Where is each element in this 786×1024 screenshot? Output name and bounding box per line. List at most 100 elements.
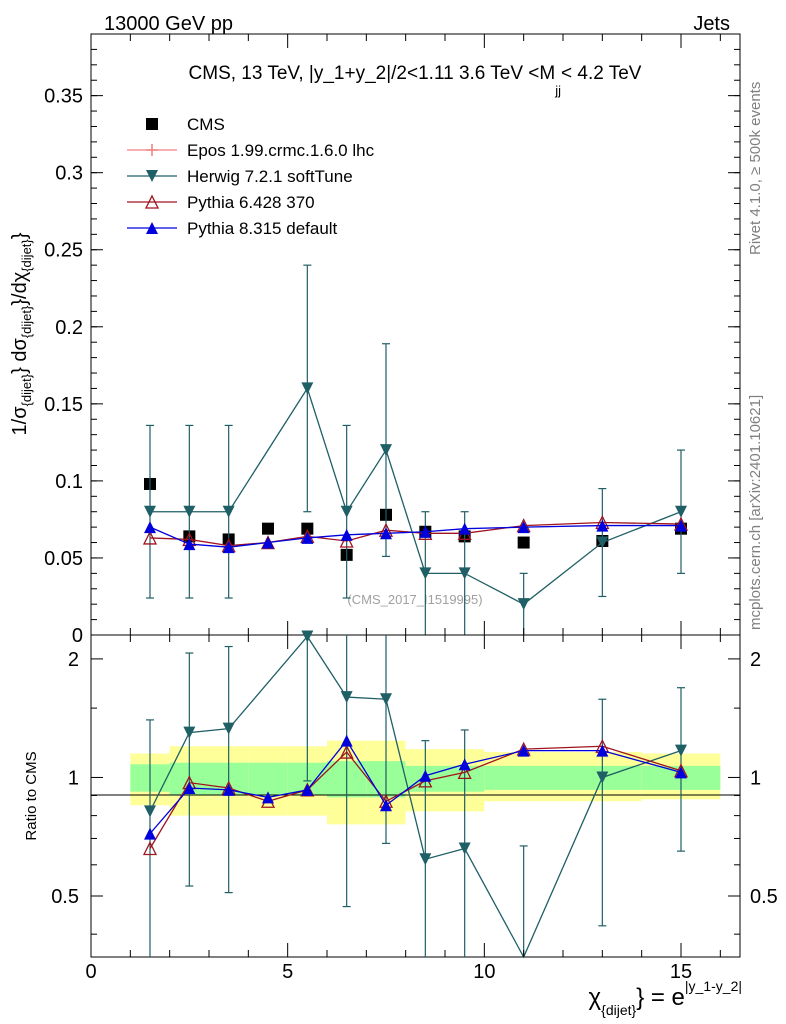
pythia-8-315-default-point [262,536,274,549]
x-tick-label: 5 [282,961,293,983]
pythia-8-315-default-point [458,522,471,535]
pythia-6-428-370-point [339,533,354,548]
ratio-band-inner [248,762,288,796]
herwig-7-2-1-softtune-ratio-point [419,853,432,866]
legend-marker [146,170,158,182]
y-axis-label: 1/σ{dijet}} dσ{dijet}}/dχ{dijet}} [9,232,34,435]
ratio-tick-label: 0.5 [51,886,79,908]
ylabel-part: 1/σ [9,406,31,436]
legend: CMS Epos 1.99.crmc.1.6.0 lhc Herwig 7.2.1 … [127,115,375,238]
pythia-8-315-default-ratio-point [458,758,471,771]
herwig-7-2-1-softtune-point [183,505,196,518]
title-main: CMS, 13 TeV, |y_1+y_2|/2<1.11 3.6 TeV <M [189,63,556,84]
main-y-axis: 0 0.05 0.1 0.15 0.2 0.25 0.3 0.35 [44,48,740,647]
pythia-8-315-default-ratio-point [340,734,353,747]
y-tick-label: 0.15 [44,394,83,416]
ratio-band-inner [484,765,563,790]
xlabel-main: χ [589,984,602,1011]
pythia-6-428-370-ratio-point [142,841,158,856]
chart-title: CMS, 13 TeV, |y_1+y_2|/2<1.11 3.6 TeV <M… [189,63,642,98]
ylabel-sub: {dijet} [19,305,34,338]
pythia-8-315-default-point [340,528,353,541]
xlabel-mid: } = e [636,984,685,1011]
cms-point [517,536,530,549]
pythia-8-315-default-line [149,524,681,548]
y-tick-label: 0.2 [55,317,83,339]
header-left: 13000 GeV pp [104,13,233,35]
ratio-frame [90,634,741,958]
herwig-7-2-1-softtune-point [596,536,609,549]
pythia-8-315-default-ratio-point [517,744,530,757]
herwig-7-2-1-softtune-point [458,567,471,580]
title-end: < 4.2 TeV [561,63,642,84]
ratio-tick-label-right: 0.5 [750,886,778,908]
x-axis: 0 5 10 15 [85,34,721,983]
herwig-7-2-1-softtune-ratio-point [301,630,314,643]
legend-item-pythia-6-428-370: Pythia 6.428 370 [127,193,315,212]
ratio-tick-label: 1 [68,767,79,789]
legend-label: CMS [187,115,225,134]
main-panel: CMS, 13 TeV, |y_1+y_2|/2<1.11 3.6 TeV <M… [9,33,741,647]
herwig-7-2-1-softtune-ratio-point [458,842,471,855]
x-tick-label: 10 [473,961,495,983]
ylabel-sub: {dijet} [19,373,34,406]
herwig-7-2-1-softtune-line [150,386,682,605]
pythia-8-315-default-point [419,525,432,538]
pythia-6-428-370-line [149,521,682,547]
header-right: Jets [693,13,730,35]
legend-marker [144,194,160,209]
x-tick-label: 0 [85,961,96,983]
herwig-7-2-1-softtune-ratio-point [340,691,353,704]
herwig-7-2-1-softtune-ratio-point [675,744,687,757]
legend-item-herwig-7-2-1-softtune: Herwig 7.2.1 softTune [127,167,353,186]
y-tick-label: 0.1 [55,471,83,493]
ratio-tick-label-right: 1 [750,767,761,789]
cms-point [301,522,314,535]
mcplots-label: mcplots.cern.ch [arXiv:2401.10621] [747,395,764,630]
pythia-8-315-default-ratio-point [596,744,609,757]
y-tick-label: 0.05 [44,548,83,570]
pythia-8-315-default-point [380,527,392,540]
ylabel-sub: {dijet} [19,239,34,272]
pythia-8-315-default-point [144,521,156,534]
xlabel-sup: |y_1-y_2| [685,978,742,994]
pythia-8-315-default-point [517,521,530,534]
y-tick-label: 0.3 [55,163,83,185]
pythia-6-428-370-ratio-point [457,764,472,780]
herwig-7-2-1-softtune-ratio-point [183,726,196,739]
herwig-7-2-1-softtune-ratio-point [380,693,392,706]
legend-marker [146,222,158,234]
pythia-8-315-default-point [183,538,196,551]
legend-label: Herwig 7.2.1 softTune [187,167,353,186]
herwig-7-2-1-softtune-point [419,567,432,580]
ratio-series [142,630,689,959]
legend-label: Pythia 6.428 370 [187,193,315,212]
pythia-8-315-default-ratio-point [262,791,274,804]
ylabel-part: } [9,232,31,239]
herwig-7-2-1-softtune-point [301,382,314,395]
herwig-7-2-1-softtune-ratio-point [596,771,609,784]
pythia-8-315-default-ratio-point [380,799,392,812]
cms-point [262,522,274,535]
herwig-7-2-1-softtune-point [340,505,353,518]
watermark: (CMS_2017_I1519995) [347,592,482,607]
y-tick-label: 0 [72,625,83,647]
herwig-7-2-1-softtune-ratio-point [222,722,235,735]
legend-marker [146,144,158,156]
herwig-7-2-1-softtune-ratio-point [144,805,156,818]
title-sub: jj [554,83,561,98]
x-axis-label: χ{dijet}} = e|y_1-y_2| [589,978,742,1018]
pythia-8-315-default-ratio-point [144,827,156,840]
herwig-7-2-1-softtune-point [144,505,156,518]
pythia-8-315-default-point [596,519,609,532]
x-tick-label: 15 [670,961,692,983]
ylabel-part: } dσ [9,338,31,374]
pythia-8-315-default-point [222,541,235,554]
ratio-tick-label: 2 [68,649,79,671]
herwig-7-2-1-softtune-point [517,598,530,611]
pythia-6-428-370-point [142,530,158,545]
ratio-y-label: Ratio to CMS [23,751,40,840]
y-tick-label: 0.25 [44,240,83,262]
pythia-8-315-default-ratio-point [419,769,432,782]
